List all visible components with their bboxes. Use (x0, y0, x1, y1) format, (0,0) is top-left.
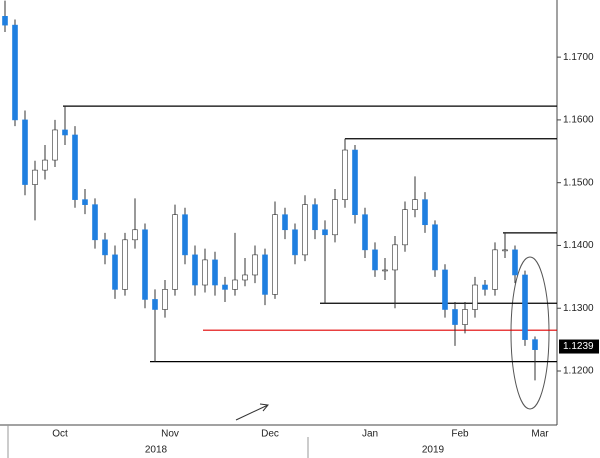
candle-body (342, 149, 348, 200)
x-tick-label: Dec (261, 429, 279, 440)
last-price-label: 1.1239 (563, 341, 594, 352)
year-label: 2019 (422, 445, 445, 456)
candle-body (142, 229, 148, 300)
candle-body (102, 239, 108, 256)
candle-body (182, 214, 188, 256)
candle-body (42, 159, 48, 171)
candle-body (452, 309, 458, 325)
candle-body (522, 274, 528, 340)
x-tick-label: Jan (362, 429, 378, 440)
candle-body (432, 224, 438, 271)
candle-body (252, 254, 258, 276)
candle-body (172, 214, 178, 290)
candle-body (112, 254, 118, 290)
candle-body (222, 284, 228, 290)
candle-body (422, 199, 428, 226)
candle-body (502, 249, 508, 252)
candle-body (82, 199, 88, 205)
candle-body (12, 24, 18, 121)
candle-body (352, 149, 358, 215)
arrow (235, 403, 269, 421)
candle-body (32, 169, 38, 185)
candle-body (242, 274, 248, 281)
candle-body (412, 199, 418, 210)
candle-body (122, 239, 128, 290)
candle-body (132, 229, 138, 241)
candle-body (442, 269, 448, 310)
candle-body (532, 339, 538, 350)
candle-body (322, 229, 328, 236)
candle-body (332, 199, 338, 236)
candle-body (382, 269, 388, 272)
y-tick-label: 1.1300 (563, 303, 594, 314)
candle-body (472, 284, 478, 310)
candle-body (202, 259, 208, 286)
x-tick-label: Mar (531, 429, 549, 440)
candle-body (402, 209, 408, 246)
x-tick-label: Feb (451, 429, 469, 440)
year-label: 2018 (145, 445, 168, 456)
candle-body (2, 16, 8, 26)
candle-body (62, 129, 68, 136)
y-tick-label: 1.1200 (563, 366, 594, 377)
candle-body (152, 299, 158, 310)
candle-body (492, 249, 498, 290)
candle-body (462, 309, 468, 325)
candle-body (72, 134, 78, 200)
candle-body (292, 229, 298, 256)
x-tick-label: Oct (52, 429, 68, 440)
y-tick-label: 1.1500 (563, 177, 594, 188)
candle-body (92, 204, 98, 241)
candle-body (272, 214, 278, 295)
candle-body (302, 204, 308, 256)
y-tick-label: 1.1700 (563, 52, 594, 63)
candle-body (362, 214, 368, 251)
candle-body (262, 254, 268, 295)
x-tick-label: Nov (161, 429, 179, 440)
candle-body (482, 284, 488, 290)
candle-body (52, 129, 58, 161)
y-tick-label: 1.1400 (563, 240, 594, 251)
candle-body (282, 214, 288, 231)
candle-body (392, 244, 398, 271)
candle-body (512, 249, 518, 276)
y-tick-label: 1.1600 (563, 115, 594, 126)
candle-body (212, 259, 218, 286)
candle-body (162, 289, 168, 310)
last-price-box (559, 339, 599, 354)
candle-body (312, 204, 318, 231)
candle-body (372, 249, 378, 271)
candle-body (232, 279, 238, 290)
candle-body (22, 119, 28, 185)
candle-body (192, 254, 198, 286)
highlight-ellipse (510, 256, 550, 410)
